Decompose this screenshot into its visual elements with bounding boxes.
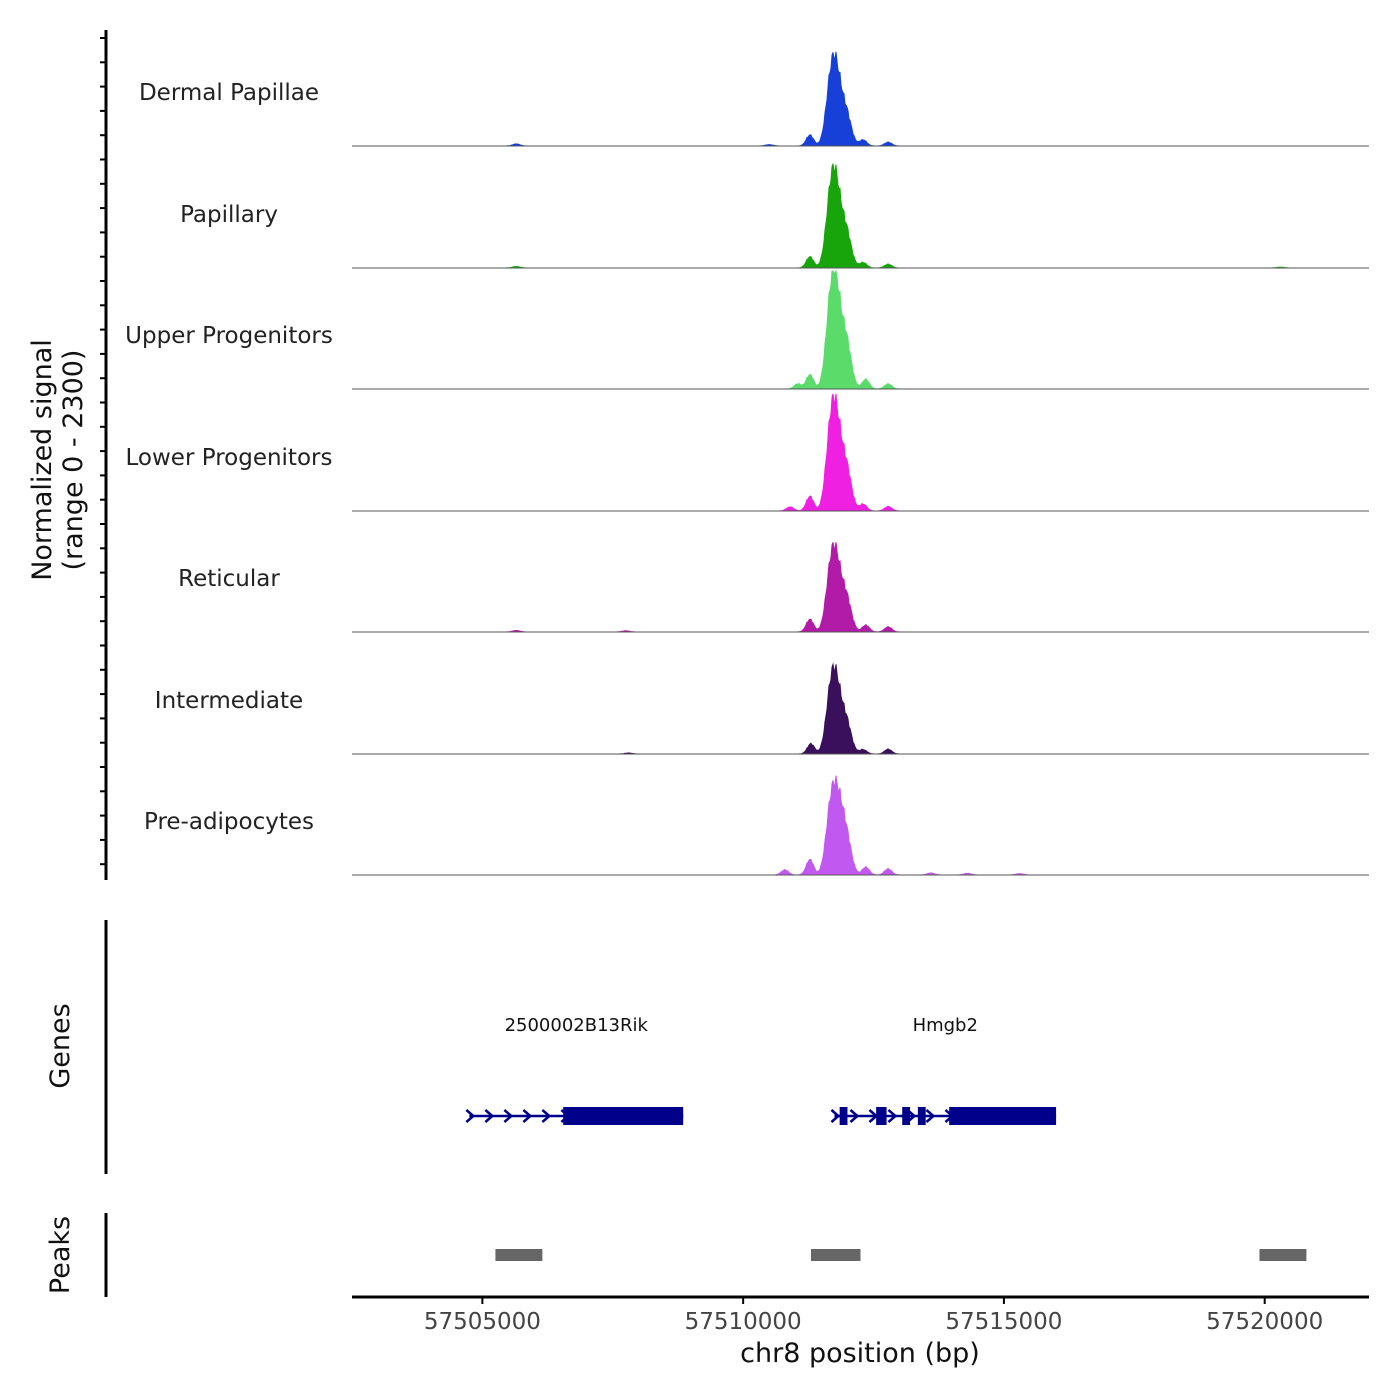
gene-track: 2500002B13Rik Hmgb2 (465, 1015, 1057, 1125)
x-axis-title: chr8 position (bp) (740, 1338, 980, 1369)
x-tick-label: 57510000 (685, 1309, 802, 1335)
y-axis-title-line2: (range 0 - 2300) (58, 349, 89, 571)
peaks-panel-label: Peaks (45, 1216, 76, 1294)
coverage-area (352, 269, 1369, 390)
gene-exon (876, 1107, 887, 1125)
gene-exon (563, 1107, 684, 1125)
gene-exon (902, 1107, 911, 1125)
peak-region (810, 1249, 861, 1261)
coverage-area (352, 163, 1369, 269)
coverage-area (352, 775, 1369, 876)
peak-region (1259, 1249, 1307, 1261)
gene-label: 2500002B13Rik (505, 1015, 649, 1036)
track-label: Intermediate (155, 688, 303, 714)
coverage-area (352, 51, 1369, 147)
strand-arrow (522, 1109, 533, 1123)
y-axis-title: Normalized signal (range 0 - 2300) (27, 339, 89, 581)
x-tick-label: 57515000 (945, 1309, 1062, 1335)
track-label: Papillary (180, 202, 278, 228)
coverage-track: Reticular (178, 542, 1369, 633)
track-label: Pre-adipocytes (144, 809, 314, 835)
coverage-area (352, 542, 1369, 633)
coverage-track: Upper Progenitors (125, 269, 1369, 390)
coverage-track: Lower Progenitors (126, 393, 1369, 512)
strand-arrow (465, 1109, 476, 1123)
track-label: Reticular (178, 566, 280, 592)
x-tick-label: 57520000 (1206, 1309, 1323, 1335)
coverage-tracks: Dermal Papillae Papillary Upper Progenitor… (125, 51, 1369, 876)
coverage-area (352, 393, 1369, 512)
y-axis-title-line1: Normalized signal (27, 339, 58, 581)
track-label: Dermal Papillae (139, 80, 319, 106)
gene-exon (917, 1107, 926, 1125)
strand-arrow (849, 1109, 860, 1123)
coverage-track: Papillary (180, 163, 1369, 269)
coverage-track: Pre-adipocytes (144, 775, 1369, 876)
peak-region (495, 1249, 543, 1261)
gene-label: Hmgb2 (913, 1015, 978, 1036)
genes-panel-label: Genes (45, 1003, 76, 1088)
x-axis: 57505000 57510000 57515000 57520000 (352, 1295, 1369, 1335)
gene-model: 2500002B13Rik (465, 1015, 684, 1125)
strand-arrow (503, 1109, 514, 1123)
track-label: Lower Progenitors (126, 445, 333, 471)
gene-exon (839, 1107, 848, 1125)
x-tick-label: 57505000 (424, 1309, 541, 1335)
coverage-track: Dermal Papillae (139, 51, 1369, 147)
strand-arrow (925, 1109, 936, 1123)
coverage-area (352, 662, 1369, 755)
coverage-track: Intermediate (155, 662, 1369, 755)
gene-exon (949, 1107, 1057, 1125)
strand-arrow (887, 1109, 898, 1123)
track-label: Upper Progenitors (125, 323, 333, 349)
peak-track (495, 1249, 1307, 1261)
axes-layer (100, 30, 108, 1297)
strand-arrow (830, 1109, 841, 1123)
gene-model: Hmgb2 (830, 1015, 1057, 1125)
strand-arrow (484, 1109, 495, 1123)
strand-arrow (541, 1109, 552, 1123)
